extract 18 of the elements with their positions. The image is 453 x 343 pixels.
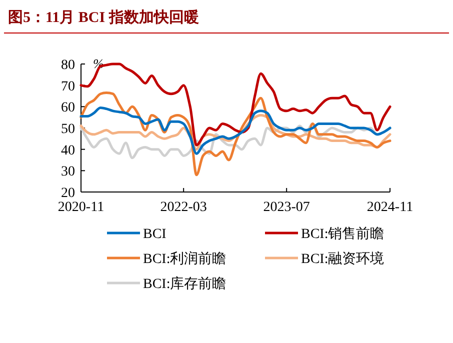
y-tick-label: 50	[61, 122, 75, 137]
y-tick-label: 60	[61, 100, 75, 116]
legend-label: BCI:销售前瞻	[301, 226, 384, 242]
legend-label: BCI:库存前瞻	[143, 276, 226, 292]
x-tick-label: 2022-03	[160, 200, 207, 215]
legend-label: BCI:融资环境	[301, 251, 384, 267]
chart-title: 图5：11月 BCI 指数加快回暖	[8, 9, 199, 26]
y-tick-label: 40	[61, 143, 75, 158]
line-series	[80, 106, 392, 155]
y-tick-label: 70	[61, 79, 75, 94]
y-tick-label: 80	[61, 58, 75, 73]
y-tick-label: 30	[61, 164, 75, 180]
y-tick-label: 20	[61, 186, 75, 201]
legend-label: BCI:利润前瞻	[143, 251, 226, 267]
x-tick-label: 2023-07	[263, 200, 310, 215]
x-tick-label: 2024-11	[366, 200, 414, 215]
legend-label: BCI	[143, 227, 167, 242]
x-tick-label: 2020-11	[58, 200, 104, 215]
